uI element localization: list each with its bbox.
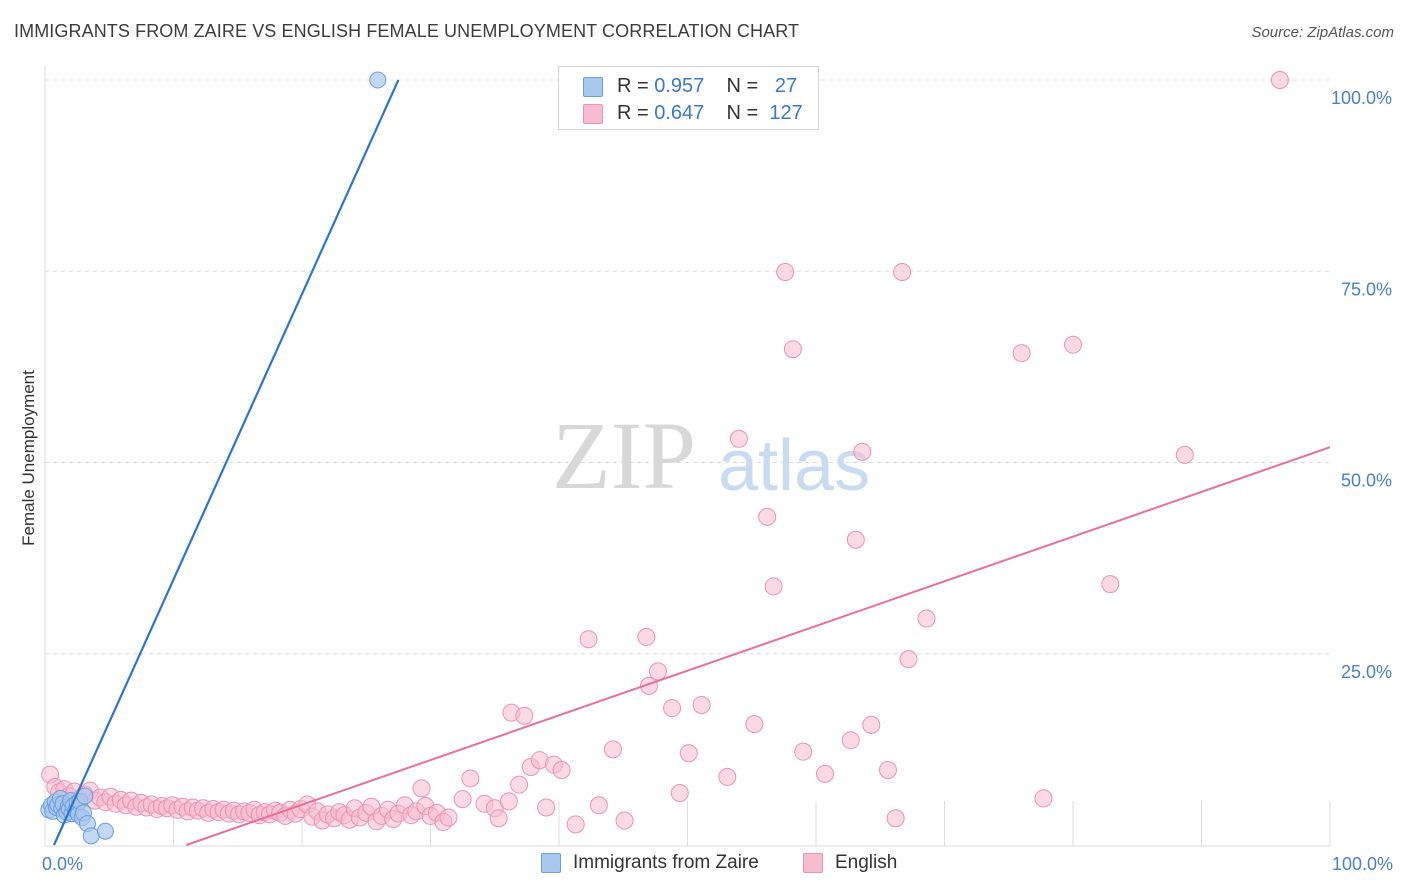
english-point [1175, 445, 1194, 464]
english-point [537, 798, 556, 817]
english-point [439, 808, 458, 827]
english-point [1101, 575, 1120, 594]
english-point [579, 630, 598, 649]
legend-swatch-blue [583, 77, 603, 97]
english-point [499, 792, 518, 811]
legend-n-value: 127 [769, 102, 803, 124]
english-point [776, 263, 795, 282]
legend-r-label: R = [617, 102, 649, 124]
source-label: Source: ZipAtlas.com [1251, 24, 1394, 41]
english-point [692, 696, 711, 715]
english-point [745, 715, 764, 734]
zaire-trendline [52, 79, 400, 846]
legend-r-value: 0.647 [654, 102, 705, 124]
english-point [615, 811, 634, 830]
english-point [764, 577, 783, 596]
english-point [1034, 789, 1053, 808]
english-point [489, 809, 508, 828]
english-point [917, 609, 936, 628]
trend-layer [52, 79, 1331, 846]
english-point [412, 779, 431, 798]
legend-n-label: N = [726, 75, 759, 97]
y-axis-label: Female Unemployment [19, 370, 38, 546]
legend-n-label: N = [726, 102, 759, 124]
watermark-zip: ZIP [552, 402, 696, 509]
bottom-legend-label-zaire: Immigrants from Zaire [573, 852, 759, 873]
y-tick-label: 75.0% [1341, 279, 1392, 299]
english-point [758, 507, 777, 526]
english-point [589, 796, 608, 815]
english-point [841, 731, 860, 750]
english-point [878, 761, 897, 780]
zaire-point [96, 822, 114, 840]
zaire-point [369, 71, 387, 89]
y-tick-label: 25.0% [1341, 662, 1392, 682]
legend-n-value: 27 [774, 75, 798, 97]
english-point [794, 742, 813, 761]
bottom-legend-swatch-pink [803, 853, 823, 873]
english-point [679, 744, 698, 763]
english-point [729, 429, 748, 448]
english-point [461, 769, 480, 788]
english-point [515, 706, 534, 725]
y-tick-label: 50.0% [1341, 471, 1392, 491]
legend-r-value: 0.957 [654, 75, 705, 97]
watermark: ZIP atlas [552, 402, 870, 509]
bottom-legend-label-english: English [835, 852, 898, 873]
english-point [815, 764, 834, 783]
english-trendline [186, 446, 1331, 846]
english-point [1064, 335, 1082, 354]
points-layer [40, 71, 1289, 845]
english-point [718, 767, 737, 786]
axis-layer: 25.0% 50.0% 75.0% 100.0% 0.0% 100.0% [42, 66, 1393, 874]
legend-text-zaire: R = 0.957 N = 27 [617, 75, 797, 98]
english-point [663, 699, 682, 718]
english-point [862, 715, 881, 734]
english-point [846, 530, 865, 549]
legend-r-label: R = [617, 75, 649, 97]
x-tick-label: 100.0% [1332, 854, 1393, 874]
stats-legend: R = 0.957 N = 27 R = 0.647 N = 127 [558, 66, 819, 130]
english-point [893, 263, 912, 282]
english-point [1012, 344, 1031, 363]
y-tick-label: 100.0% [1331, 88, 1392, 108]
legend-text-english: R = 0.647 N = 127 [617, 102, 803, 125]
english-point [603, 740, 622, 759]
english-point [899, 650, 918, 669]
english-point [670, 783, 689, 802]
english-point [552, 761, 571, 780]
legend-swatch-pink [583, 104, 603, 124]
english-point [566, 815, 585, 834]
english-point [783, 340, 802, 359]
english-point [510, 775, 529, 794]
x-tick-label: 0.0% [42, 854, 83, 874]
zaire-point [82, 827, 100, 845]
english-point [1270, 71, 1289, 89]
english-point [453, 790, 472, 809]
english-point [648, 662, 667, 681]
english-point [637, 627, 656, 646]
chart-title: IMMIGRANTS FROM ZAIRE VS ENGLISH FEMALE … [14, 21, 800, 41]
bottom-legend-swatch-blue [541, 853, 561, 873]
english-point [853, 442, 872, 461]
english-point [886, 809, 905, 828]
